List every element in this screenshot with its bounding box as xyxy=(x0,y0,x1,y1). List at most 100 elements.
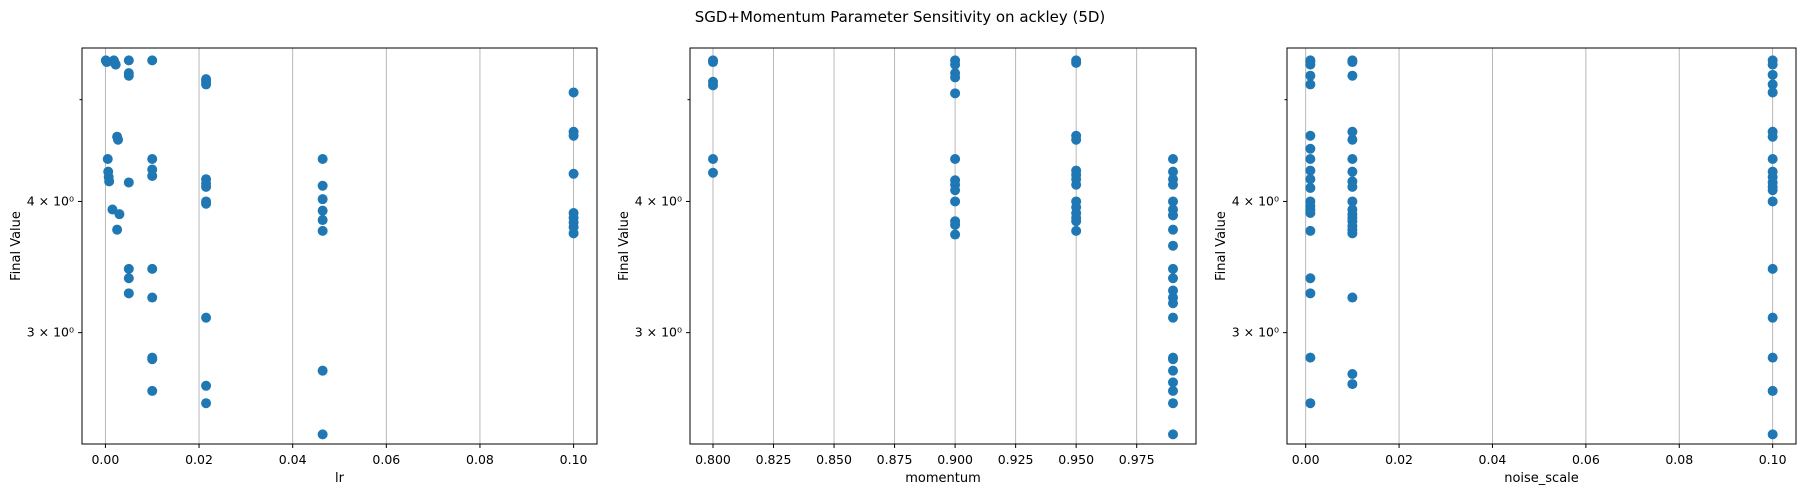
scatter-point xyxy=(950,88,961,99)
scatter-point xyxy=(102,154,113,165)
scatter-point xyxy=(1347,368,1358,379)
scatter-point xyxy=(950,72,961,83)
x-tick-label: 0.08 xyxy=(1665,452,1693,467)
y-tick-label: 4 × 10⁰ xyxy=(27,193,74,208)
scatter-point xyxy=(114,209,125,220)
x-tick-label: 0.08 xyxy=(466,452,494,467)
scatter-point xyxy=(1305,352,1316,363)
scatter-point xyxy=(317,194,328,205)
scatter-point xyxy=(1168,179,1178,190)
scatter-point xyxy=(1767,87,1778,98)
scatter-point xyxy=(1168,354,1178,365)
y-tick-label: 3 × 10⁰ xyxy=(27,325,74,340)
scatter-point xyxy=(1767,69,1778,80)
scatter-point xyxy=(1168,263,1178,274)
scatter-point xyxy=(1168,398,1178,409)
scatter-point xyxy=(201,398,212,409)
scatter-point xyxy=(1347,196,1358,207)
scatter-point xyxy=(201,312,212,323)
x-tick-label: 0.02 xyxy=(1385,452,1413,467)
scatter-point xyxy=(1071,57,1082,68)
scatter-point xyxy=(568,130,579,141)
scatter-point xyxy=(1305,273,1316,284)
x-tick-label: 0.950 xyxy=(1058,452,1094,467)
scatter-point xyxy=(1168,196,1178,207)
plot-frame xyxy=(689,47,1197,445)
scatter-point xyxy=(201,198,212,209)
scatter-point xyxy=(1305,182,1316,193)
x-tick-label: 0.04 xyxy=(279,452,307,467)
scatter-point xyxy=(1168,298,1178,309)
scatter-point xyxy=(113,134,124,145)
scatter-point xyxy=(1168,377,1178,388)
scatter-point xyxy=(1347,126,1358,137)
x-axis-label: noise_scale xyxy=(1504,471,1579,486)
y-tick-label: 3 × 10⁰ xyxy=(635,325,682,340)
scatter-point xyxy=(1168,285,1178,296)
scatter-point xyxy=(1347,166,1358,177)
scatter-point xyxy=(1347,228,1358,239)
scatter-point xyxy=(1305,398,1316,409)
scatter-point xyxy=(568,168,579,179)
scatter-point xyxy=(1305,288,1316,299)
scatter-point xyxy=(1305,225,1316,236)
y-tick-label: 4 × 10⁰ xyxy=(635,193,682,208)
scatter-point xyxy=(147,154,158,165)
scatter-point xyxy=(147,263,158,274)
scatter-point xyxy=(1305,70,1316,81)
scatter-point xyxy=(708,57,718,68)
scatter-point xyxy=(317,205,328,216)
scatter-point xyxy=(1305,207,1316,218)
scatter-point xyxy=(107,204,118,215)
scatter-point xyxy=(1071,216,1082,227)
x-tick-label: 0.10 xyxy=(1759,452,1787,467)
x-tick-label: 0.975 xyxy=(1119,452,1155,467)
scatter-point xyxy=(123,70,134,81)
scatter-point xyxy=(1305,79,1316,90)
subplot-2: 0.800 0.825 0.850 0.875 0.900 0.925 0.950 0.975… xyxy=(617,47,1197,486)
scatter-point xyxy=(568,87,579,98)
subplot-1: 0.00 0.02 0.04 0.06 0.08 0.10 3 × 10⁰ 4 × 10⁰ lr… xyxy=(9,47,598,486)
scatter-point xyxy=(1305,165,1316,176)
scatter-point xyxy=(317,154,328,165)
scatter-point xyxy=(1347,379,1358,390)
x-tick-label: 0.925 xyxy=(998,452,1034,467)
scatter-point xyxy=(123,55,134,66)
y-tick-label: 3 × 10⁰ xyxy=(1232,325,1279,340)
scatter-point xyxy=(1071,179,1082,190)
scatter-point xyxy=(147,170,158,181)
scatter-point xyxy=(147,354,158,365)
x-tick-label: 0.825 xyxy=(756,452,792,467)
scatter-point xyxy=(1305,130,1316,141)
scatter-point xyxy=(317,225,328,236)
scatter-point xyxy=(1767,312,1778,323)
scatter-point xyxy=(1168,166,1178,177)
scatter-point xyxy=(317,365,328,376)
scatter-point xyxy=(1347,292,1358,303)
scatter-point xyxy=(317,180,328,191)
scatter-point xyxy=(950,229,961,240)
x-axis-label: lr xyxy=(335,471,345,486)
scatter-point xyxy=(1168,154,1178,165)
scatter-point xyxy=(123,177,134,188)
x-tick-label: 0.900 xyxy=(937,452,973,467)
scatter-point xyxy=(950,154,961,165)
scatter-point xyxy=(1071,225,1082,236)
x-tick-label: 0.00 xyxy=(91,452,119,467)
scatter-point xyxy=(123,288,134,299)
scatter-point xyxy=(201,79,212,90)
scatter-point xyxy=(112,224,123,235)
plot-frame xyxy=(1286,47,1797,445)
scatter-point xyxy=(1168,224,1178,235)
scatter-point xyxy=(104,176,115,187)
scatter-point xyxy=(1305,59,1316,70)
figure-title: SGD+Momentum Parameter Sensitivity on ac… xyxy=(694,8,1106,26)
scatter-point xyxy=(1168,385,1178,396)
scatter-point xyxy=(123,263,134,274)
scatter-point xyxy=(201,181,212,192)
scatter-point xyxy=(147,55,158,66)
scatter-point xyxy=(1767,352,1778,363)
x-tick-label: 0.06 xyxy=(372,452,400,467)
scatter-point xyxy=(1168,210,1178,221)
